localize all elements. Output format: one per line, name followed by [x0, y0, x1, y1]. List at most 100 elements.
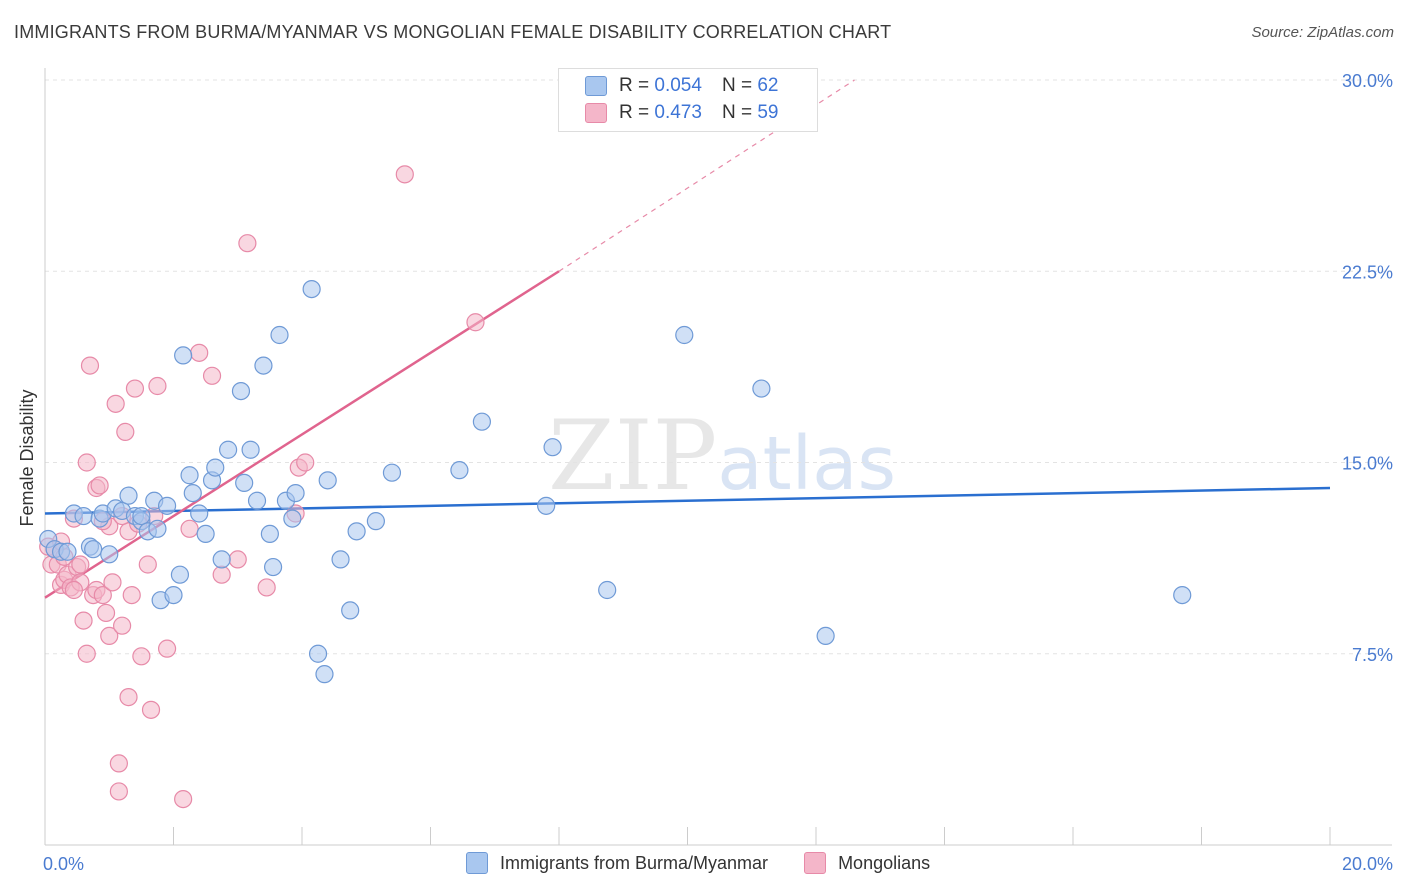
point-burma — [270, 325, 289, 345]
point-mongolian — [180, 519, 199, 538]
point-burma — [675, 325, 694, 345]
data-points — [39, 165, 1192, 809]
point-burma — [119, 486, 138, 505]
point-mongolian — [109, 782, 128, 801]
point-burma — [341, 601, 360, 620]
point-mongolian — [119, 687, 138, 707]
point-mongolian — [238, 234, 257, 253]
point-mongolian — [148, 376, 167, 396]
legend-row-burma: R = 0.054 N = 62 — [585, 73, 778, 99]
series-swatch-blue — [466, 852, 488, 874]
point-burma — [366, 512, 385, 531]
point-burma — [132, 506, 151, 526]
point-burma — [196, 524, 215, 544]
series-legend-burma: Immigrants from Burma/Myanmar — [466, 852, 768, 874]
legend-n-value: 62 — [757, 75, 779, 96]
y-tick-label: 15.0% — [1342, 454, 1393, 474]
point-burma — [247, 491, 267, 510]
y-tick-label: 30.0% — [1342, 71, 1393, 91]
point-burma — [235, 473, 254, 492]
point-burma — [190, 504, 209, 523]
legend-r-label: R = — [619, 102, 650, 123]
point-mongolian — [228, 550, 247, 569]
point-mongolian — [64, 580, 84, 600]
y-axis-label: Female Disability — [17, 389, 37, 526]
point-burma — [816, 626, 835, 646]
point-mongolian — [174, 789, 193, 809]
point-burma — [286, 484, 305, 503]
point-burma — [302, 280, 321, 299]
point-mongolian — [257, 578, 276, 597]
point-mongolian — [212, 565, 231, 584]
point-burma — [174, 346, 193, 365]
point-mongolian — [138, 555, 157, 574]
point-burma — [170, 565, 190, 584]
point-burma — [219, 440, 238, 459]
point-mongolian — [157, 639, 177, 658]
point-mongolian — [90, 476, 109, 495]
watermark: ZIPatlas — [548, 400, 896, 512]
chart-title: IMMIGRANTS FROM BURMA/MYANMAR VS MONGOLI… — [14, 22, 892, 42]
point-mongolian — [74, 611, 93, 630]
point-burma — [308, 644, 328, 663]
x-tick-label-min: 0.0% — [43, 854, 84, 874]
legend-n-value: 59 — [757, 102, 779, 123]
series-legend: Immigrants from Burma/Myanmar Mongolians — [466, 852, 966, 874]
series-label-mongolians: Mongolians — [838, 852, 931, 873]
point-mongolian — [106, 394, 125, 413]
source-label: Source: ZipAtlas.com — [1251, 24, 1394, 41]
point-mongolian — [296, 453, 315, 472]
point-mongolian — [125, 379, 145, 398]
legend-swatch-pink — [585, 103, 607, 123]
point-burma — [58, 542, 77, 561]
point-mongolian — [100, 626, 119, 646]
axes — [44, 68, 1392, 846]
point-burma — [331, 550, 350, 569]
point-burma — [212, 550, 231, 569]
series-label-burma: Immigrants from Burma/Myanmar — [500, 852, 769, 873]
point-burma — [450, 461, 469, 480]
point-mongolian — [141, 700, 161, 719]
point-burma — [382, 463, 402, 482]
point-mongolian — [77, 644, 96, 663]
point-burma — [1173, 585, 1192, 605]
point-burma — [157, 496, 177, 515]
point-mongolian — [80, 356, 100, 375]
point-mongolian — [202, 366, 222, 385]
point-mongolian — [132, 647, 151, 666]
point-burma — [347, 522, 366, 541]
point-mongolian — [93, 585, 112, 605]
point-mongolian — [71, 555, 90, 574]
trend-line-burma — [44, 486, 1331, 515]
point-burma — [84, 540, 103, 559]
point-burma — [241, 440, 260, 459]
point-burma — [148, 519, 167, 538]
point-burma — [231, 382, 251, 401]
point-burma — [74, 506, 93, 526]
point-mongolian — [190, 343, 209, 362]
point-burma — [315, 665, 334, 684]
point-mongolian — [395, 165, 414, 184]
point-mongolian — [116, 422, 135, 441]
y-tick-label: 22.5% — [1342, 262, 1393, 282]
point-burma — [260, 524, 279, 544]
legend-swatch-blue — [585, 76, 607, 96]
point-burma — [254, 356, 273, 375]
tick-labels: 7.5% 15.0% 22.5% 30.0% 0.0% 20.0% Female Disab… — [17, 71, 1393, 874]
point-mongolian — [103, 573, 122, 592]
stats-legend: R = 0.054 N = 62 R = 0.473 N = 59 — [558, 68, 818, 132]
series-legend-mongolians: Mongolians — [804, 852, 930, 874]
point-burma — [206, 458, 225, 477]
point-burma — [598, 580, 617, 600]
point-mongolian — [466, 313, 485, 332]
legend-r-value: 0.054 — [654, 75, 702, 96]
point-burma — [543, 438, 562, 457]
y-tick-label: 7.5% — [1352, 645, 1393, 665]
point-mongolian — [96, 603, 116, 623]
x-tick-label-max: 20.0% — [1342, 854, 1393, 874]
point-burma — [472, 412, 491, 431]
point-burma — [752, 379, 771, 398]
gridlines — [45, 79, 1392, 655]
series-swatch-pink — [804, 852, 827, 874]
